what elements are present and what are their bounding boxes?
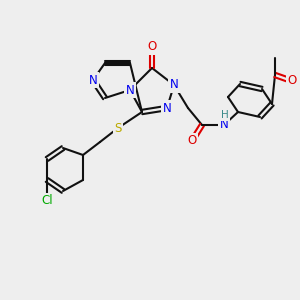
- Text: N: N: [88, 74, 98, 86]
- Text: N: N: [126, 83, 134, 97]
- Text: O: O: [188, 134, 196, 148]
- Text: N: N: [169, 79, 178, 92]
- Text: O: O: [287, 74, 297, 88]
- Text: N: N: [220, 118, 228, 131]
- Text: N: N: [163, 101, 171, 115]
- Text: H: H: [221, 110, 229, 120]
- Text: O: O: [147, 40, 157, 53]
- Text: S: S: [114, 122, 122, 134]
- Text: Cl: Cl: [41, 194, 53, 208]
